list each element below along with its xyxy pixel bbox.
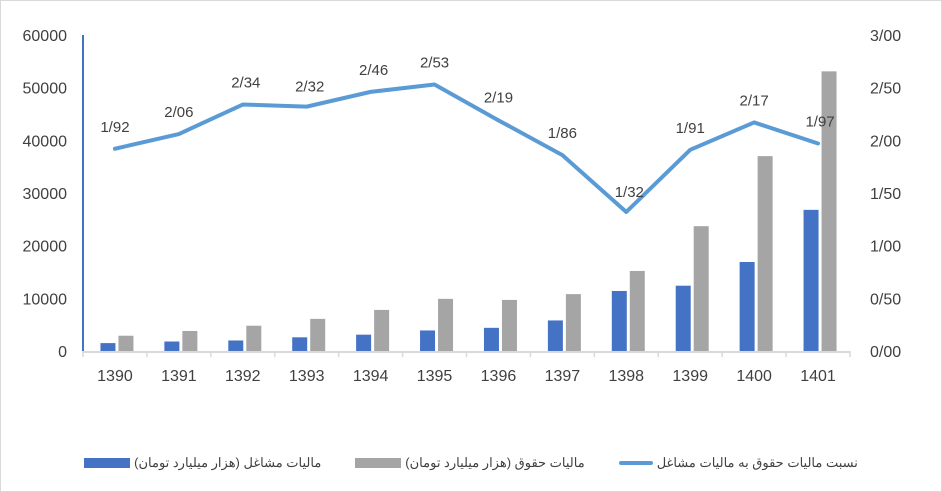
x-tick-label: 1393 <box>289 368 325 385</box>
bar-salary-tax <box>693 226 709 351</box>
legend-business-tax-label: مالیات مشاغل (هزار میلیارد تومان) <box>134 455 322 470</box>
line-data-label: 1/32 <box>615 184 644 201</box>
bar-business-tax <box>164 341 180 351</box>
bar-business-tax <box>803 209 819 351</box>
y2-tick-label: 2/50 <box>870 81 901 98</box>
bar-business-tax <box>100 343 116 351</box>
x-tick-label: 1401 <box>800 368 836 385</box>
x-tick-label: 1391 <box>161 368 197 385</box>
x-tick-label: 1390 <box>97 368 133 385</box>
bar-business-tax <box>547 320 563 351</box>
line-data-labels: 1/92 2/06 2/34 2/32 2/46 2/53 2/19 1/86 1/32 1/91… <box>100 55 834 201</box>
line-data-label: 1/86 <box>548 125 577 142</box>
bar-salary-tax <box>118 335 134 351</box>
bar-business-tax <box>228 340 244 351</box>
bar-salary-tax <box>374 309 390 351</box>
legend-item-salary-tax: مالیات حقوق (هزار میلیارد تومان) <box>355 455 585 471</box>
x-tick-label: 1395 <box>417 368 453 385</box>
legend-ratio-label: نسبت مالیات حقوق به مالیات مشاغل <box>656 455 858 470</box>
secondary-y-axis: 0/00 0/50 1/00 1/50 2/00 2/50 3/00 <box>870 28 901 361</box>
x-tick-label: 1396 <box>481 368 517 385</box>
bar-salary-tax <box>565 294 581 351</box>
y-tick-label: 10000 <box>23 291 68 308</box>
line-data-label: 2/46 <box>359 62 388 79</box>
x-tick-label: 1394 <box>353 368 389 385</box>
line-data-label: 2/17 <box>740 92 769 109</box>
legend-item-business-tax: مالیات مشاغل (هزار میلیارد تومان) <box>84 455 321 471</box>
bar-business-tax <box>356 334 372 351</box>
bar-salary-tax <box>629 270 645 351</box>
bar-business-tax <box>611 290 627 351</box>
bar-series <box>100 71 837 351</box>
line-data-label: 2/34 <box>231 75 260 92</box>
line-data-label: 2/19 <box>484 89 513 106</box>
line-data-label: 1/92 <box>100 119 129 136</box>
y-tick-label: 60000 <box>23 28 68 45</box>
bar-salary-tax <box>438 298 454 351</box>
x-tick-label: 1398 <box>608 368 644 385</box>
bar-salary-tax <box>757 156 773 351</box>
bar-salary-tax <box>501 299 517 351</box>
legend-line-swatch-icon <box>618 461 653 465</box>
line-data-label: 2/06 <box>164 104 193 121</box>
line-series <box>112 82 821 214</box>
legend-item-ratio: نسبت مالیات حقوق به مالیات مشاغل <box>618 455 858 471</box>
line-data-label: 1/97 <box>805 113 834 130</box>
y2-tick-label: 2/00 <box>870 133 901 150</box>
bar-business-tax <box>292 337 308 351</box>
combo-chart: 0 10000 20000 30000 40000 50000 60000 0/00 0/50… <box>23 28 902 385</box>
bar-salary-tax <box>821 71 837 351</box>
x-tick-label: 1392 <box>225 368 261 385</box>
bar-salary-tax <box>310 318 326 351</box>
x-axis: 1390 1391 1392 1393 1394 1395 1396 1397 1398 1399… <box>82 351 851 385</box>
y-tick-label: 0 <box>58 344 67 361</box>
legend: نسبت مالیات حقوق به مالیات مشاغل مالیات … <box>0 452 942 474</box>
x-tick-label: 1397 <box>545 368 581 385</box>
y2-tick-label: 1/50 <box>870 186 901 203</box>
ratio-line <box>112 82 821 214</box>
y2-tick-label: 1/00 <box>870 239 901 256</box>
line-data-label: 2/32 <box>295 79 324 96</box>
line-data-label: 1/91 <box>676 120 705 137</box>
primary-y-axis: 0 10000 20000 30000 40000 50000 60000 <box>23 28 84 361</box>
y2-tick-label: 0/50 <box>870 291 901 308</box>
y-tick-label: 50000 <box>23 81 68 98</box>
bar-business-tax <box>483 327 499 351</box>
legend-blue-swatch-icon <box>84 458 131 468</box>
x-tick-label: 1399 <box>672 368 708 385</box>
y-tick-label: 40000 <box>23 133 68 150</box>
y-tick-label: 20000 <box>23 239 68 256</box>
bar-salary-tax <box>182 330 198 351</box>
legend-salary-tax-label: مالیات حقوق (هزار میلیارد تومان) <box>405 455 585 470</box>
bar-business-tax <box>420 330 436 351</box>
y2-tick-label: 0/00 <box>870 344 901 361</box>
bar-salary-tax <box>246 325 262 351</box>
y-tick-label: 30000 <box>23 186 68 203</box>
bar-business-tax <box>739 261 755 351</box>
line-data-label: 2/53 <box>420 55 449 72</box>
y2-tick-label: 3/00 <box>870 28 901 45</box>
bar-business-tax <box>675 285 691 351</box>
x-tick-label: 1400 <box>736 368 772 385</box>
legend-gray-swatch-icon <box>355 458 402 468</box>
